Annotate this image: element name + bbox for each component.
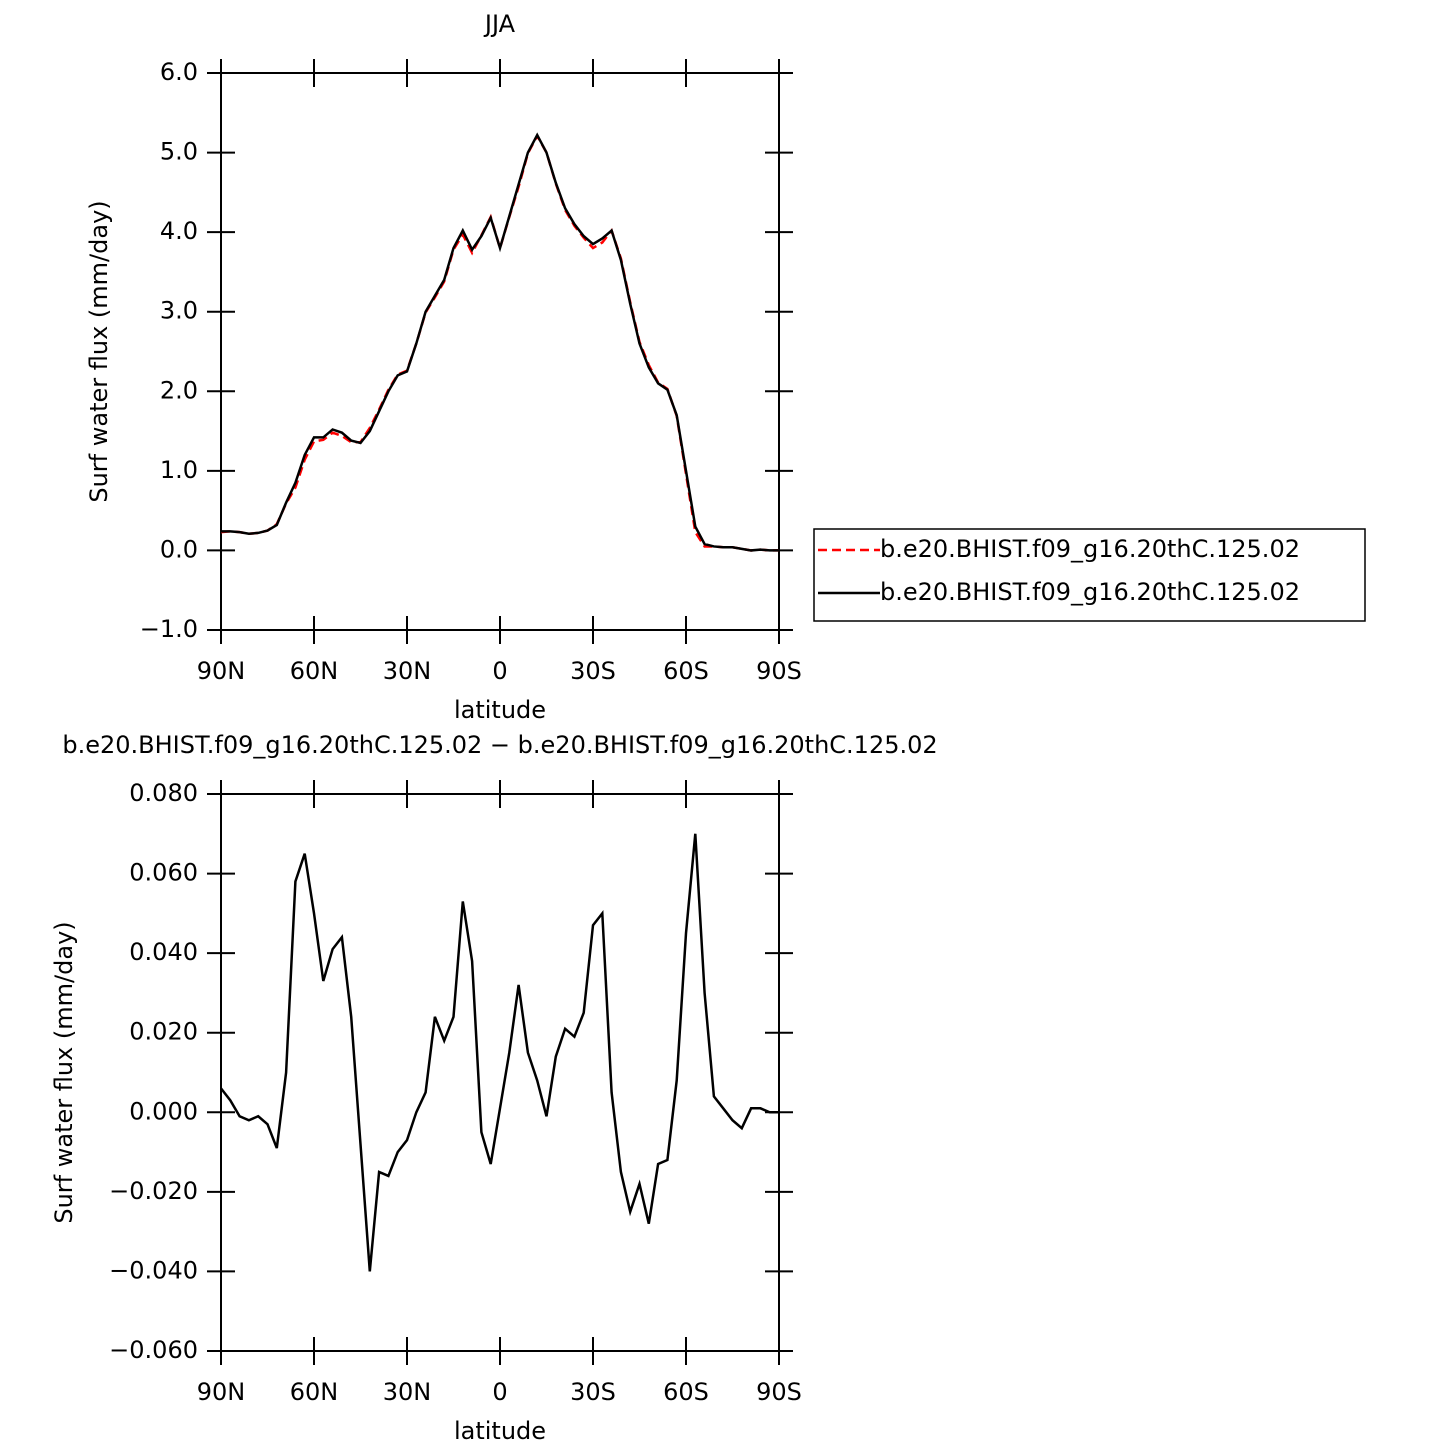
legend-box bbox=[813, 528, 1366, 622]
y-tick-label: 0.040 bbox=[129, 938, 198, 966]
x-tick-label: 30N bbox=[383, 657, 432, 685]
y-axis-label: Surf water flux (mm/day) bbox=[50, 921, 78, 1223]
x-tick-label: 30N bbox=[383, 1378, 432, 1406]
y-tick-label: 4.0 bbox=[160, 217, 198, 245]
data-line bbox=[220, 133, 779, 552]
x-tick-label: 90N bbox=[197, 657, 246, 685]
data-line bbox=[220, 833, 779, 1272]
y-tick-label: 3.0 bbox=[160, 297, 198, 325]
plot-frame bbox=[220, 793, 780, 1352]
y-tick-label: −0.020 bbox=[109, 1177, 198, 1205]
x-tick-label: 90N bbox=[197, 1378, 246, 1406]
y-tick-label: 1.0 bbox=[160, 456, 198, 484]
x-tick-label: 60S bbox=[663, 657, 709, 685]
y-tick-label: 6.0 bbox=[160, 58, 198, 86]
plot-frame bbox=[220, 72, 780, 631]
x-tick-label: 90S bbox=[756, 657, 802, 685]
legend-label: b.e20.BHIST.f09_g16.20thC.125.02 bbox=[880, 535, 1300, 563]
y-tick-label: 0.000 bbox=[129, 1097, 198, 1125]
chart-title: b.e20.BHIST.f09_g16.20thC.125.02 − b.e20… bbox=[62, 731, 937, 759]
x-axis-label: latitude bbox=[454, 1417, 546, 1445]
data-line bbox=[221, 132, 779, 552]
y-tick-label: −0.040 bbox=[109, 1256, 198, 1284]
chart-title: JJA bbox=[483, 10, 516, 38]
x-tick-label: 0 bbox=[492, 657, 507, 685]
x-tick-label: 60N bbox=[290, 1378, 339, 1406]
y-tick-label: 0.020 bbox=[129, 1018, 198, 1046]
legend-label: b.e20.BHIST.f09_g16.20thC.125.02 bbox=[880, 578, 1300, 606]
y-tick-label: 0.0 bbox=[160, 535, 198, 563]
x-tick-label: 90S bbox=[756, 1378, 802, 1406]
x-tick-label: 30S bbox=[570, 1378, 616, 1406]
y-tick-label: 2.0 bbox=[160, 376, 198, 404]
y-tick-label: 5.0 bbox=[160, 138, 198, 166]
y-tick-label: −0.060 bbox=[109, 1336, 198, 1364]
y-tick-label: −1.0 bbox=[140, 615, 198, 643]
x-tick-label: 30S bbox=[570, 657, 616, 685]
y-tick-label: 0.060 bbox=[129, 859, 198, 887]
x-tick-label: 60N bbox=[290, 657, 339, 685]
x-tick-label: 0 bbox=[492, 1378, 507, 1406]
x-tick-label: 60S bbox=[663, 1378, 709, 1406]
y-tick-label: 0.080 bbox=[129, 779, 198, 807]
x-axis-label: latitude bbox=[454, 696, 546, 724]
y-axis-label: Surf water flux (mm/day) bbox=[85, 200, 113, 502]
